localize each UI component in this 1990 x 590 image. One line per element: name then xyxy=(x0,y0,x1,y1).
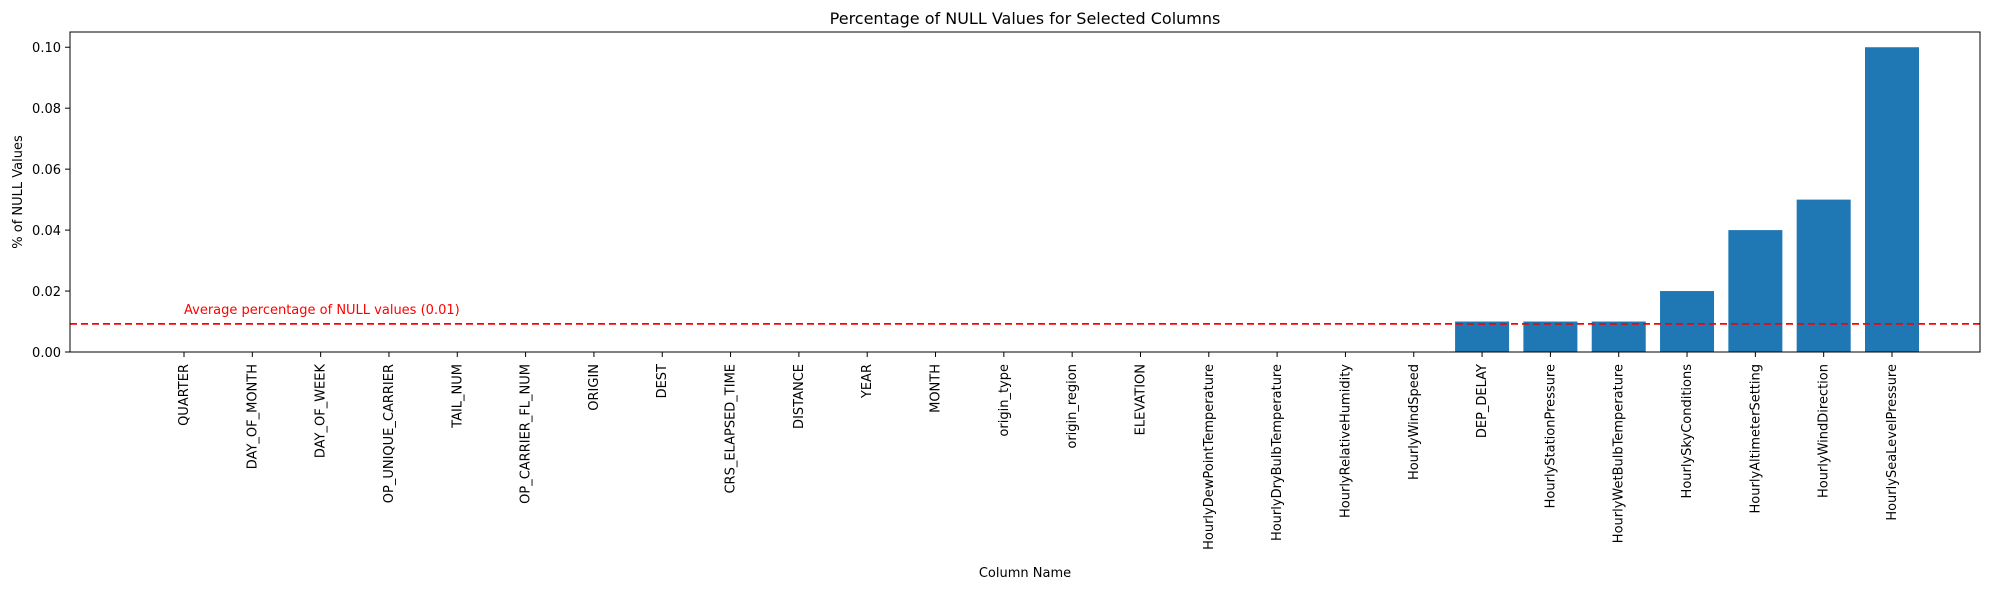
average-line-group: Average percentage of NULL values (0.01) xyxy=(70,303,1980,325)
x-tick-label: YEAR xyxy=(860,364,875,399)
x-tick-label: origin_region xyxy=(1065,364,1080,449)
x-tick-label: DAY_OF_MONTH xyxy=(245,364,260,469)
x-tick-label: HourlyWetBulbTemperature xyxy=(1612,364,1627,543)
x-axis-label: Column Name xyxy=(979,566,1071,581)
bar xyxy=(1728,230,1783,352)
x-tick-label: HourlyDryBulbTemperature xyxy=(1270,364,1285,541)
x-tick-label: origin_type xyxy=(997,364,1012,437)
x-tick-label: HourlySeaLevelPressure xyxy=(1885,364,1900,521)
x-tick-label: HourlyRelativeHumidity xyxy=(1338,364,1353,518)
x-tick-label: ORIGIN xyxy=(587,364,602,411)
bar xyxy=(1591,321,1646,352)
plot-frame xyxy=(69,31,1981,353)
x-tick-label: HourlyDewPointTemperature xyxy=(1202,364,1217,550)
x-tick-label: DAY_OF_WEEK xyxy=(314,364,329,459)
y-axis-ticks: 0.00 0.02 0.04 0.06 0.08 0.10 xyxy=(32,41,70,361)
y-tick-label: 0.00 xyxy=(32,346,61,361)
x-tick-label: HourlyAltimeterSetting xyxy=(1748,364,1763,513)
x-tick-label: OP_CARRIER_FL_NUM xyxy=(519,364,534,504)
x-tick-label: DEP_DELAY xyxy=(1475,364,1490,438)
x-tick-label: TAIL_NUM xyxy=(450,364,465,429)
x-tick-label: HourlyWindSpeed xyxy=(1407,364,1422,480)
x-tick-label: HourlySkyConditions xyxy=(1680,364,1695,499)
x-tick-label: MONTH xyxy=(929,364,944,413)
x-tick-label: HourlyWindDirection xyxy=(1817,364,1832,498)
bar xyxy=(1523,321,1578,352)
bars-group xyxy=(1455,47,1919,352)
average-line-label: Average percentage of NULL values (0.01) xyxy=(184,303,460,318)
x-tick-label: QUARTER xyxy=(177,364,192,426)
bar xyxy=(1455,321,1510,352)
y-tick-label: 0.08 xyxy=(32,102,61,117)
y-tick-label: 0.02 xyxy=(32,285,61,300)
x-axis-ticks: QUARTER DAY_OF_MONTH DAY_OF_WEEK OP_UNIQUE_… xyxy=(177,352,1900,550)
y-tick-label: 0.04 xyxy=(32,224,61,239)
bar xyxy=(1660,291,1715,352)
bar xyxy=(1865,47,1919,352)
x-tick-label: ELEVATION xyxy=(1133,364,1148,435)
y-tick-label: 0.10 xyxy=(32,41,61,56)
bar xyxy=(1796,199,1851,352)
y-axis-label: % of NULL Values xyxy=(11,135,26,249)
x-tick-label: OP_UNIQUE_CARRIER xyxy=(382,364,397,503)
chart-title: Percentage of NULL Values for Selected C… xyxy=(830,9,1221,28)
y-tick-label: 0.06 xyxy=(32,163,61,178)
x-tick-label: HourlyStationPressure xyxy=(1543,364,1558,508)
x-tick-label: CRS_ELAPSED_TIME xyxy=(724,364,739,494)
x-tick-label: DISTANCE xyxy=(792,364,807,429)
x-tick-label: DEST xyxy=(655,364,670,398)
